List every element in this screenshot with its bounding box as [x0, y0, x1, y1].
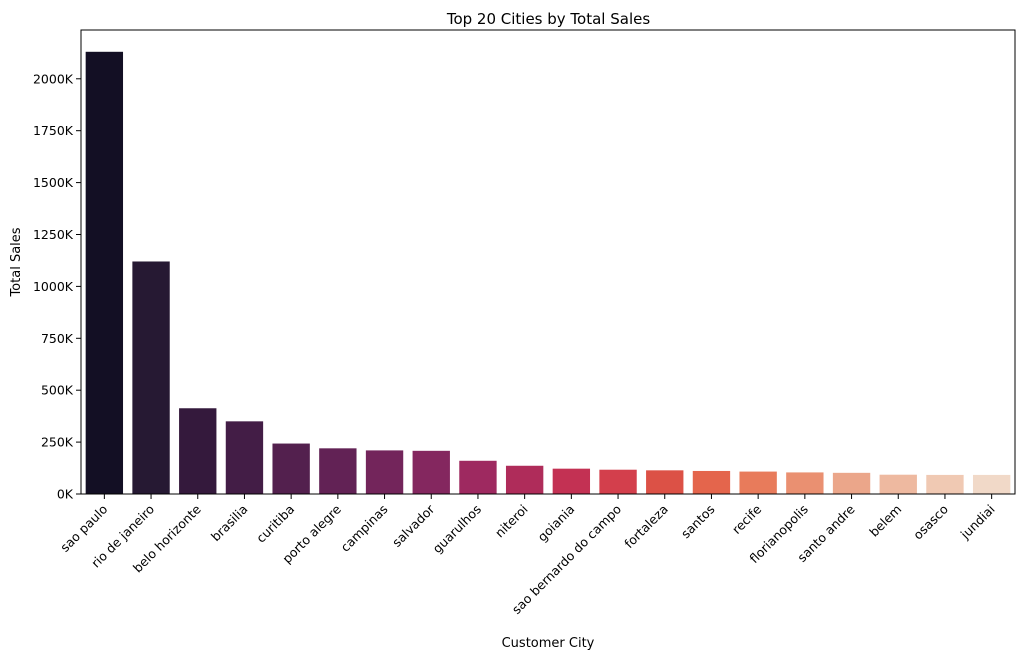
x-tick-label: osasco — [910, 502, 951, 543]
y-tick-label: 500K — [41, 383, 74, 398]
y-axis-ticks: 0K 250K 500K 750K 1000K 1250K 1500K 1750K 2000K — [33, 71, 81, 502]
bar-jundiai — [972, 474, 1011, 494]
x-tick-label: recife — [729, 501, 765, 537]
y-tick-label: 1250K — [33, 227, 74, 242]
bar-sao-bernardo-do-campo — [599, 469, 637, 494]
x-tick-label: fortaleza — [621, 502, 671, 552]
x-tick-label: niteroi — [492, 502, 531, 541]
bar-goiania — [552, 468, 591, 494]
chart-title: Top 20 Cities by Total Sales — [446, 10, 651, 28]
y-tick-label: 2000K — [33, 71, 74, 86]
bar-sao-paulo — [85, 51, 124, 495]
bar-rio-de-janeiro — [132, 261, 170, 494]
x-tick-label: belem — [866, 502, 904, 540]
x-tick-label: campinas — [337, 502, 390, 555]
bar-belem — [879, 474, 917, 494]
x-tick-label: jundiai — [957, 502, 998, 543]
y-tick-label: 750K — [41, 331, 74, 346]
bar-florianopolis — [786, 472, 824, 494]
x-tick-label: salvador — [389, 501, 438, 550]
bar-niteroi — [505, 465, 544, 494]
bar-porto-alegre — [319, 448, 357, 494]
bar-brasilia — [225, 421, 264, 494]
bar-recife — [739, 471, 777, 494]
plot-frame — [80, 29, 1016, 495]
bar-belo-horizonte — [179, 408, 217, 494]
x-tick-label: goiania — [534, 502, 577, 545]
bar-osasco — [926, 474, 964, 494]
x-tick-label: guarulhos — [430, 502, 485, 557]
bar-fortaleza — [646, 470, 684, 494]
bar-campinas — [365, 450, 404, 494]
x-tick-label: santos — [678, 502, 718, 542]
bar-salvador — [412, 450, 450, 494]
bar-santo-andre — [832, 472, 871, 494]
y-tick-label: 1500K — [33, 175, 74, 190]
bar-curitiba — [272, 443, 310, 494]
y-tick-label: 1000K — [33, 279, 74, 294]
bar-guarulhos — [459, 460, 497, 494]
y-axis-title: Total Sales — [9, 227, 24, 297]
y-tick-label: 250K — [41, 435, 74, 450]
x-axis-title: Customer City — [502, 636, 595, 651]
x-tick-label: curitiba — [253, 502, 297, 546]
y-tick-label: 0K — [57, 487, 74, 502]
y-tick-label: 1750K — [33, 123, 74, 138]
bar-santos — [692, 470, 731, 494]
bars — [85, 51, 1011, 495]
x-tick-label: brasilia — [208, 502, 251, 545]
